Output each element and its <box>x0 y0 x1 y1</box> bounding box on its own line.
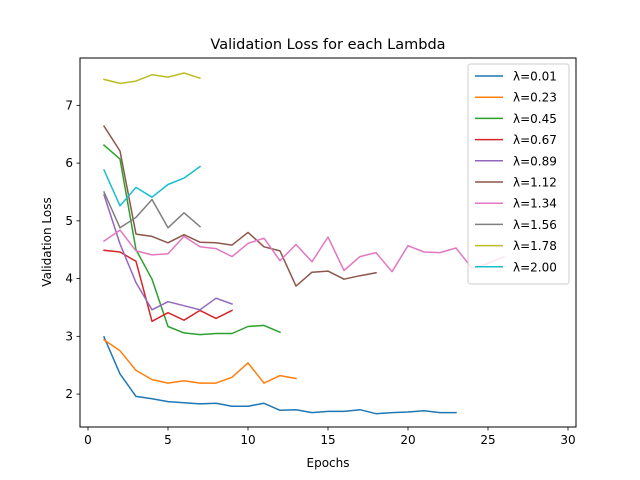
x-tick-label: 25 <box>480 433 495 447</box>
series-line-3 <box>103 249 234 323</box>
series-line-2 <box>102 144 281 336</box>
x-axis: 0 5 10 15 20 25 30 <box>84 427 576 447</box>
chart-title: Validation Loss for each Lambda <box>210 37 445 53</box>
legend-label-8: λ=1.78 <box>513 239 557 253</box>
series-line-1 <box>102 338 297 384</box>
x-tick-label: 5 <box>164 433 172 447</box>
legend-label-9: λ=2.00 <box>513 260 557 274</box>
x-tick-label: 20 <box>400 433 415 447</box>
series-line-7 <box>103 191 202 229</box>
y-axis-label: Validation Loss <box>40 197 54 286</box>
x-tick-label: 30 <box>560 433 575 447</box>
legend-label-6: λ=1.34 <box>513 197 557 211</box>
y-tick-label: 5 <box>65 214 73 228</box>
y-tick-label: 2 <box>65 387 73 401</box>
series-line-4 <box>103 193 233 311</box>
x-axis-label: Epochs <box>307 456 350 470</box>
x-tick-label: 10 <box>240 433 255 447</box>
legend-label-5: λ=1.12 <box>513 176 557 190</box>
x-tick-label: 15 <box>320 433 335 447</box>
series-line-6 <box>102 229 505 273</box>
y-tick-label: 6 <box>65 156 73 170</box>
series-line-0 <box>103 335 457 415</box>
legend-label-1: λ=0.23 <box>513 91 557 105</box>
legend-label-4: λ=0.89 <box>513 154 557 168</box>
legend-label-2: λ=0.45 <box>513 112 557 126</box>
legend-label-3: λ=0.67 <box>513 133 557 147</box>
y-tick-label: 4 <box>65 272 73 286</box>
y-axis: 2 3 4 5 6 7 <box>65 98 80 401</box>
legend-label-7: λ=1.56 <box>513 218 557 232</box>
y-tick-label: 7 <box>65 98 73 112</box>
legend-label-0: λ=0.01 <box>513 70 557 84</box>
y-tick-label: 3 <box>65 329 73 343</box>
x-tick-label: 0 <box>84 433 92 447</box>
legend: λ=0.01 λ=0.23 λ=0.45 λ=0.67 λ=0.89 λ=1.12 λ=1.… <box>467 63 570 285</box>
plot-area <box>102 72 505 415</box>
series-line-9 <box>103 165 202 207</box>
series-line-5 <box>102 125 377 287</box>
series-line-8 <box>103 72 201 85</box>
